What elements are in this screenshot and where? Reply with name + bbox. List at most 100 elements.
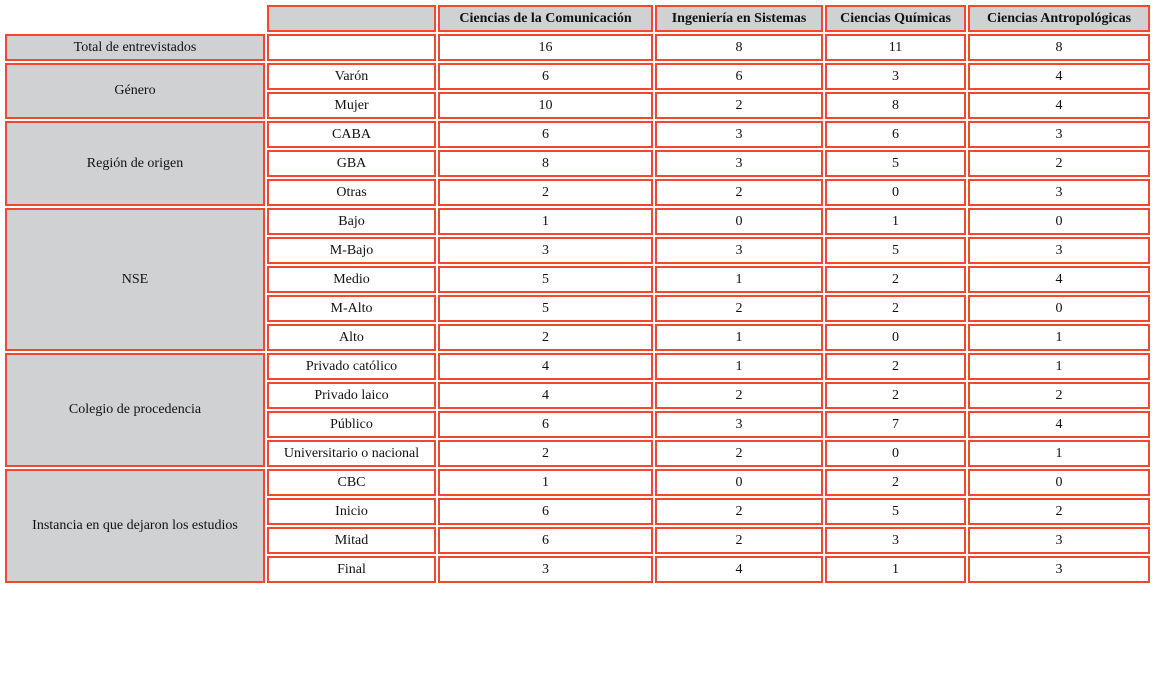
cell: 8: [968, 34, 1150, 61]
table-row: Inicio 6 2 5 2: [5, 498, 1150, 525]
cell: 1: [968, 324, 1150, 351]
row-label: Varón: [267, 63, 436, 90]
cell: 2: [655, 382, 823, 409]
cell: 2: [968, 498, 1150, 525]
total-label: Total de entrevistados: [5, 34, 265, 61]
cell: 2: [968, 382, 1150, 409]
group-label: Colegio de procedencia: [5, 353, 265, 467]
table-row: NSE Bajo 1 0 1 0: [5, 208, 1150, 351]
cell: 0: [655, 469, 823, 496]
cell: 8: [655, 34, 823, 61]
row-label: Universitario o nacional: [267, 440, 436, 467]
cell: 6: [438, 527, 653, 554]
cell: 0: [825, 179, 966, 206]
group-label: Región de origen: [5, 121, 265, 206]
cell: 5: [825, 498, 966, 525]
cell: 3: [655, 150, 823, 177]
row-label: M-Bajo: [267, 237, 436, 264]
cell: 4: [968, 63, 1150, 90]
table-row: Región de origen CABA 6 3 6 3: [5, 121, 1150, 206]
cell: 2: [655, 527, 823, 554]
row-label: Bajo: [267, 208, 436, 235]
cell: 4: [655, 556, 823, 583]
cell: 2: [655, 295, 823, 322]
table-row: Universitario o nacional 2 2 0 1: [5, 440, 1150, 467]
cell: 2: [655, 440, 823, 467]
cell: 2: [655, 498, 823, 525]
cell: 0: [968, 208, 1150, 235]
cell: 16: [438, 34, 653, 61]
cell: 3: [655, 237, 823, 264]
table-row: Colegio de procedencia Privado católico 4 1…: [5, 353, 1150, 467]
group-label: NSE: [5, 208, 265, 351]
cell: 4: [438, 382, 653, 409]
cell: 6: [825, 121, 966, 148]
row-label: Mitad: [267, 527, 436, 554]
cell: 2: [438, 440, 653, 467]
cell: 2: [968, 150, 1150, 177]
cell: 5: [825, 150, 966, 177]
cell: 4: [968, 411, 1150, 438]
cell: 0: [825, 324, 966, 351]
row-label: Inicio: [267, 498, 436, 525]
cell: 5: [438, 266, 653, 293]
table-row: Otras 2 2 0 3: [5, 179, 1150, 206]
table-row: Género Varón 6 6 3 4: [5, 63, 1150, 119]
cell: 1: [968, 440, 1150, 467]
cell: 8: [825, 92, 966, 119]
cell: 1: [825, 556, 966, 583]
header-row: Ciencias de la Comunicación Ingeniería e…: [5, 5, 1150, 32]
cell: 5: [438, 295, 653, 322]
table-row: GBA 8 3 5 2: [5, 150, 1150, 177]
total-row: Total de entrevistados 16 8 11 8: [5, 34, 1150, 61]
cell: 2: [655, 179, 823, 206]
cell: 3: [968, 556, 1150, 583]
row-label: Público: [267, 411, 436, 438]
table-row: M-Bajo 3 3 5 3: [5, 237, 1150, 264]
cell: 7: [825, 411, 966, 438]
row-label: Privado católico: [267, 353, 436, 380]
cell: 10: [438, 92, 653, 119]
column-header: Ciencias de la Comunicación: [438, 5, 653, 32]
cell: 3: [438, 556, 653, 583]
table-row: Mitad 6 2 3 3: [5, 527, 1150, 554]
table-row: Instancia en que dejaron los estudios CBC…: [5, 469, 1150, 583]
cell: 3: [825, 63, 966, 90]
cell: 4: [438, 353, 653, 380]
cell: 2: [825, 266, 966, 293]
table-row: Final 3 4 1 3: [5, 556, 1150, 583]
cell: 1: [655, 353, 823, 380]
empty-header: [267, 5, 436, 32]
cell: 2: [825, 353, 966, 380]
row-label: Privado laico: [267, 382, 436, 409]
empty-cell: [267, 34, 436, 61]
cell: 3: [438, 237, 653, 264]
row-label: CABA: [267, 121, 436, 148]
cell: 0: [825, 440, 966, 467]
cell: 1: [655, 324, 823, 351]
cell: 3: [655, 411, 823, 438]
data-table: Ciencias de la Comunicación Ingeniería e…: [3, 3, 1152, 585]
cell: 0: [968, 469, 1150, 496]
cell: 1: [438, 469, 653, 496]
column-header: Ciencias Antropológicas: [968, 5, 1150, 32]
row-label: Otras: [267, 179, 436, 206]
cell: 2: [825, 469, 966, 496]
cell: 2: [438, 324, 653, 351]
cell: 2: [825, 382, 966, 409]
group-label: Instancia en que dejaron los estudios: [5, 469, 265, 583]
cell: 2: [655, 92, 823, 119]
cell: 0: [968, 295, 1150, 322]
table-row: Mujer 10 2 8 4: [5, 92, 1150, 119]
cell: 2: [438, 179, 653, 206]
group-label: Género: [5, 63, 265, 119]
cell: 3: [968, 121, 1150, 148]
cell: 11: [825, 34, 966, 61]
row-label: Medio: [267, 266, 436, 293]
cell: 0: [655, 208, 823, 235]
cell: 3: [825, 527, 966, 554]
column-header: Ciencias Químicas: [825, 5, 966, 32]
empty-corner: [5, 5, 265, 32]
cell: 6: [438, 411, 653, 438]
cell: 3: [968, 179, 1150, 206]
